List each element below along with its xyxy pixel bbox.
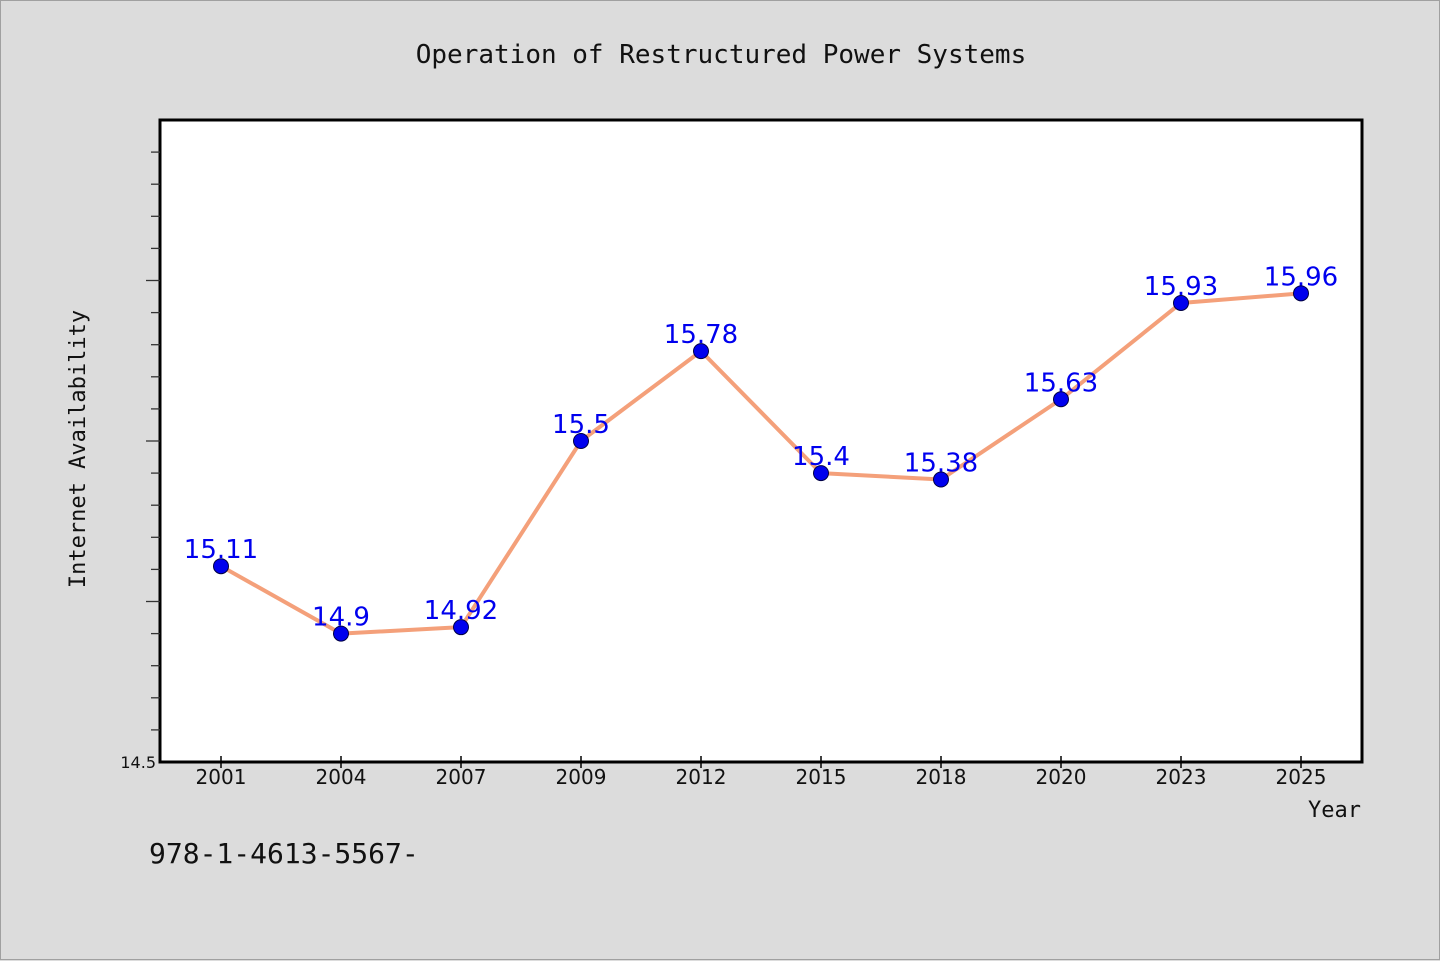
y-axis-label: Internet Availability <box>66 310 91 588</box>
data-label: 15.93 <box>1144 272 1218 302</box>
data-point <box>933 471 949 488</box>
chart-title: Operation of Restructured Power Systems <box>416 40 1026 70</box>
data-point <box>813 465 829 482</box>
data-point <box>1173 294 1189 311</box>
x-axis-tick-labels: 2001 2004 2007 2009 2012 2015 2018 2020 2023 2025 <box>196 765 1327 789</box>
data-label: 15.11 <box>184 535 258 565</box>
data-label: 15.4 <box>792 442 850 472</box>
data-point <box>1293 285 1309 302</box>
x-tick-label: 2007 <box>436 765 487 789</box>
x-tick-label: 2004 <box>316 765 367 789</box>
data-label: 14.9 <box>312 603 370 633</box>
plot-area <box>158 118 1364 764</box>
data-point <box>693 343 709 360</box>
data-label: 15.78 <box>664 320 738 350</box>
data-label: 15.96 <box>1264 262 1338 292</box>
x-axis-ticks <box>220 756 1302 768</box>
data-point <box>453 619 469 636</box>
x-tick-label: 2001 <box>196 765 247 789</box>
y-axis-tick-labels: 14.5 <box>120 753 156 772</box>
x-tick-label: 2009 <box>556 765 607 789</box>
y-tick-label: 14.5 <box>120 753 156 772</box>
data-label: 15.5 <box>552 410 610 440</box>
data-point <box>1053 391 1069 408</box>
series-markers <box>213 285 1309 642</box>
series-line <box>220 291 1302 636</box>
data-point <box>573 433 589 449</box>
x-tick-label: 2025 <box>1276 765 1327 789</box>
x-tick-label: 2018 <box>916 765 967 789</box>
x-axis-label: Year <box>1308 798 1361 823</box>
y-axis-ticks <box>146 151 160 731</box>
x-tick-label: 2023 <box>1156 765 1207 789</box>
data-labels: 15.11 14.9 14.92 15.5 15.78 15.4 15.38 15.63 15.… <box>184 262 1338 632</box>
data-label: 15.63 <box>1024 368 1098 398</box>
footnote: 978-1-4613-5567- <box>149 837 419 870</box>
data-point <box>333 625 349 642</box>
x-tick-label: 2012 <box>676 765 727 789</box>
data-point <box>213 558 229 575</box>
data-label: 15.38 <box>904 449 978 479</box>
data-label: 14.92 <box>424 596 498 626</box>
x-tick-label: 2020 <box>1036 765 1087 789</box>
x-tick-label: 2015 <box>796 765 847 789</box>
